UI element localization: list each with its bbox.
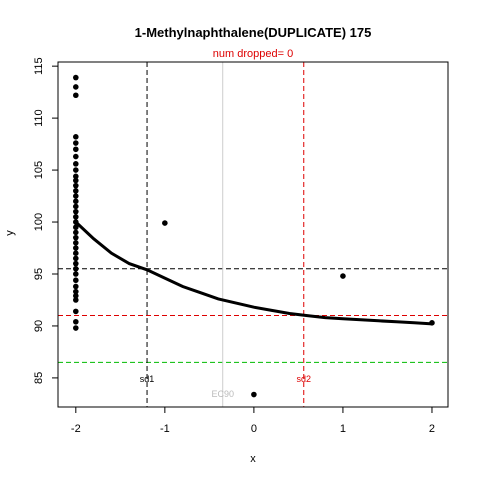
- data-point: [73, 224, 79, 231]
- data-point: [73, 293, 79, 299]
- data-point: [73, 134, 79, 140]
- data-point: [73, 92, 79, 99]
- data-point: [73, 288, 79, 295]
- data-point: [73, 255, 79, 262]
- x-tick-label: 1: [340, 423, 346, 435]
- data-point: [73, 84, 79, 90]
- y-tick-label: 85: [33, 372, 45, 384]
- data-point: [73, 240, 79, 246]
- data-point: [73, 161, 79, 167]
- data-point: [73, 203, 79, 210]
- data-point: [73, 188, 79, 194]
- data-point: [73, 219, 79, 225]
- data-point: [73, 177, 79, 184]
- y-tick-label: 115: [33, 57, 45, 75]
- x-tick-label: -2: [71, 423, 81, 435]
- data-point: [73, 271, 79, 277]
- y-tick-label: 105: [33, 161, 45, 179]
- data-point: [73, 260, 79, 267]
- plot-frame: [57, 61, 449, 408]
- y-axis-label: y: [4, 230, 16, 236]
- data-point: [73, 265, 79, 272]
- data-point: [73, 140, 79, 146]
- data-point: [429, 320, 435, 326]
- data-point: [73, 325, 79, 331]
- data-point: [73, 229, 79, 236]
- vline-label-sd2: sd2: [296, 374, 311, 384]
- vline-label-ec90: EC90: [211, 389, 234, 399]
- data-point: [73, 277, 79, 284]
- fit-curve: [74, 220, 433, 326]
- data-point: [73, 250, 79, 257]
- data-point: [73, 208, 79, 215]
- data-point: [73, 234, 79, 241]
- data-point: [73, 167, 79, 173]
- data-point: [73, 245, 79, 251]
- data-point: [73, 308, 79, 315]
- data-point: [162, 220, 168, 226]
- chart-subtitle: num dropped= 0: [213, 48, 293, 60]
- x-tick-label: 2: [429, 423, 435, 435]
- data-point: [73, 198, 79, 205]
- data-point: [73, 153, 79, 160]
- data-point: [73, 318, 79, 325]
- y-tick-label: 100: [33, 213, 45, 231]
- data-point: [73, 74, 79, 81]
- chart-title: 1-Methylnaphthalene(DUPLICATE) 175: [135, 25, 372, 40]
- data-point: [73, 214, 79, 220]
- x-tick-label: -1: [160, 423, 170, 435]
- x-tick-label: 0: [251, 423, 257, 435]
- data-point: [73, 193, 79, 199]
- data-point: [340, 273, 346, 279]
- data-point: [73, 297, 79, 303]
- x-axis-label: x: [250, 453, 256, 465]
- data-point: [73, 146, 79, 153]
- vline-label-sd1: sd1: [140, 374, 155, 384]
- data-point: [73, 182, 79, 189]
- plot-area: sd1 EC90 sd2 -2 -1 0 1 2 85 90 95 100 105 110 115: [33, 57, 449, 435]
- data-point: [73, 173, 79, 180]
- y-tick-label: 110: [33, 109, 45, 127]
- data-point: [73, 283, 79, 290]
- data-point: [251, 391, 257, 398]
- y-tick-label: 90: [33, 320, 45, 332]
- y-tick-label: 95: [33, 268, 45, 280]
